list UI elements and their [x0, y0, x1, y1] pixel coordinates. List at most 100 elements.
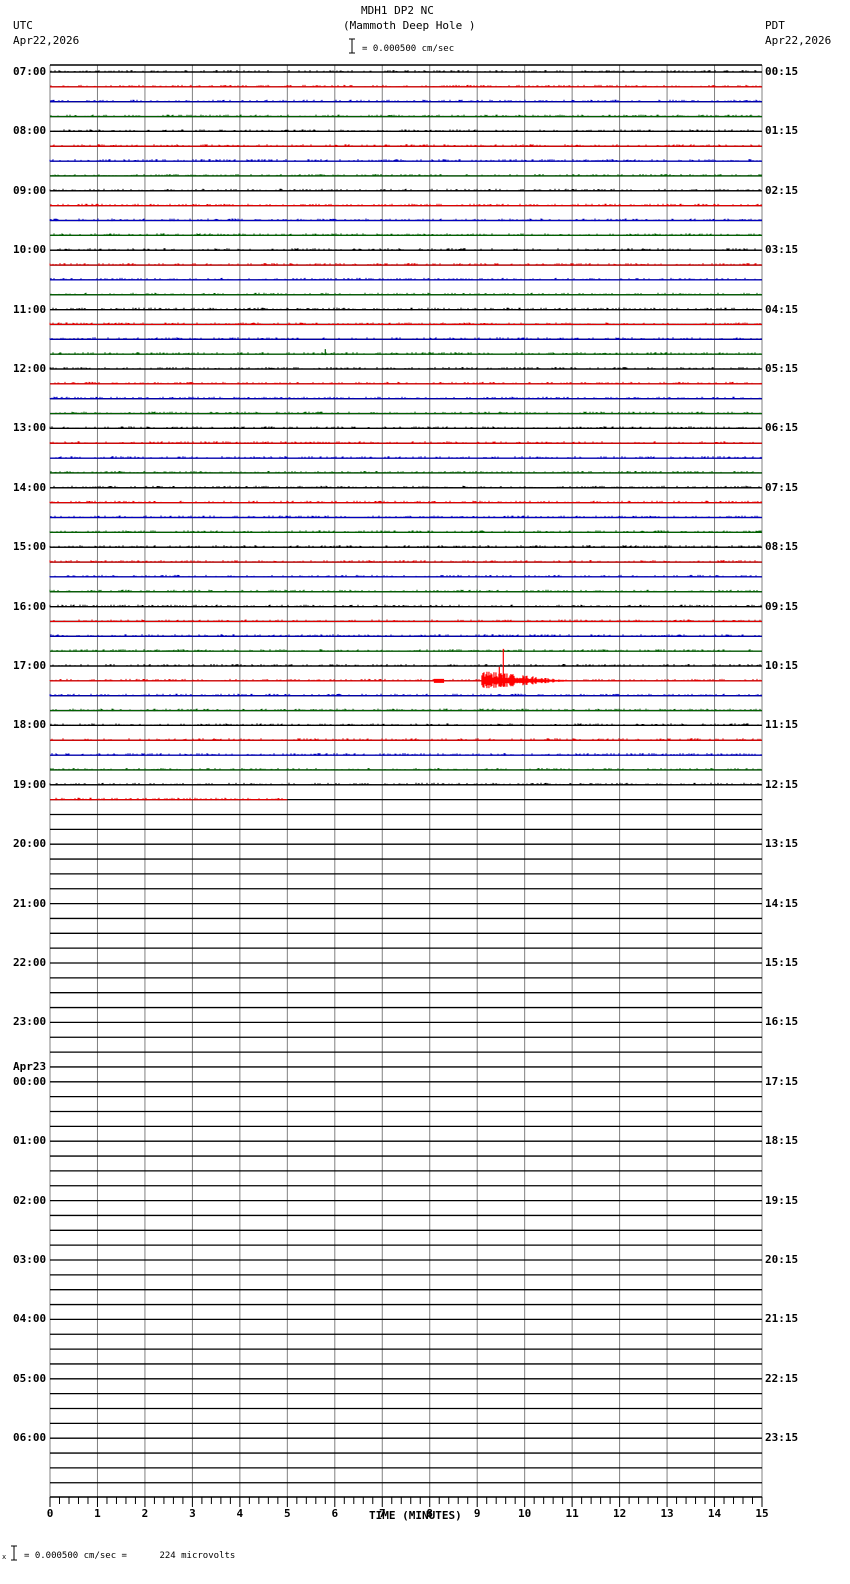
- trace-noise: [49, 218, 762, 222]
- utc-hour-label: 20:00: [13, 837, 47, 851]
- spike-event: [322, 349, 329, 356]
- trace-noise: [53, 456, 762, 459]
- trace-noise: [49, 263, 761, 266]
- trace-noise: [49, 188, 761, 192]
- trace-noise: [51, 649, 753, 652]
- pdt-hour-label: 02:15: [765, 183, 799, 197]
- pdt-hour-label: 11:15: [765, 718, 799, 732]
- pdt-hour-label: 14:15: [765, 896, 799, 910]
- pdt-hour-label: 09:15: [765, 599, 799, 613]
- trace-noise: [49, 159, 761, 162]
- footer-prefix: x: [2, 1553, 7, 1561]
- trace-noise: [49, 560, 758, 563]
- utc-hour-label: 18:00: [13, 718, 47, 732]
- seismic-traces: [49, 70, 762, 801]
- trace-noise: [50, 352, 761, 355]
- pdt-hour-label: 07:15: [765, 480, 799, 494]
- pdt-hour-label: 21:15: [765, 1312, 799, 1326]
- trace-noise: [50, 723, 759, 726]
- station-title: MDH1 DP2 NC: [361, 4, 434, 17]
- pdt-hour-label: 16:15: [765, 1015, 799, 1029]
- utc-hour-label: 22:00: [13, 956, 47, 969]
- pdt-hour-label: 20:15: [765, 1253, 799, 1266]
- x-tick-label: 11: [566, 1507, 580, 1520]
- scale-text: = 0.000500 cm/sec: [362, 44, 455, 54]
- trace-noise: [50, 768, 761, 771]
- trace-noise: [52, 144, 760, 147]
- earthquake-event: [433, 648, 573, 689]
- trace-noise: [50, 292, 761, 296]
- trace-noise: [49, 693, 762, 697]
- trace-noise: [49, 441, 754, 444]
- trace-noise: [50, 174, 762, 177]
- utc-hour-label: 13:00: [13, 421, 47, 435]
- utc-hour-label: 07:00: [13, 65, 47, 78]
- x-tick-label: 2: [142, 1507, 149, 1520]
- trace-noise: [49, 574, 757, 578]
- right-date: Apr22,2026: [765, 34, 832, 47]
- trace-noise: [49, 782, 761, 786]
- station-location: (Mammoth Deep Hole ): [343, 19, 476, 32]
- x-tick-label: 9: [474, 1507, 481, 1520]
- pdt-hour-label: 18:15: [765, 1134, 799, 1148]
- trace-noise: [49, 589, 758, 593]
- trace-noise: [50, 70, 757, 73]
- trace-noise: [52, 664, 761, 667]
- pdt-hour-label: 22:15: [765, 1371, 799, 1385]
- pdt-hour-label: 10:15: [765, 659, 799, 672]
- pdt-hour-label: 06:15: [765, 421, 799, 435]
- x-tick-label: 10: [518, 1507, 531, 1520]
- x-tick-label: 6: [331, 1507, 338, 1520]
- utc-hour-label: 21:00: [13, 896, 47, 910]
- utc-hour-label: 16:00: [13, 599, 47, 613]
- x-tick-label: 14: [708, 1507, 722, 1520]
- utc-hour-label: 19:00: [13, 777, 47, 791]
- pdt-hour-label: 17:15: [765, 1074, 799, 1088]
- utc-hour-label: 23:00: [13, 1015, 47, 1029]
- pdt-hour-label: 05:15: [765, 362, 799, 375]
- trace-noise: [49, 604, 762, 608]
- left-date: Apr22,2026: [13, 34, 80, 47]
- utc-hour-label: 06:00: [13, 1431, 47, 1445]
- trace-noise: [51, 738, 761, 741]
- trace-noise: [51, 233, 761, 236]
- x-tick-label: 15: [755, 1507, 768, 1520]
- trace-noise: [53, 129, 762, 132]
- trace-noise: [54, 411, 761, 415]
- trace-noise: [49, 367, 760, 370]
- trace-noise: [49, 337, 762, 340]
- pdt-hour-label: 00:15: [765, 65, 799, 78]
- x-axis-title: TIME (MINUTES): [369, 1509, 462, 1522]
- footer-scale-text: = 0.000500 cm/sec = 224 microvolts: [24, 1551, 236, 1561]
- pdt-hour-label: 19:15: [765, 1193, 799, 1207]
- scale-bar-icon: [11, 38, 355, 1561]
- trace-noise: [53, 248, 760, 251]
- trace-noise: [54, 381, 762, 385]
- pdt-hour-label: 23:15: [765, 1431, 799, 1445]
- left-timezone: UTC: [13, 19, 33, 32]
- trace-noise: [50, 84, 761, 88]
- x-tick-label: 8: [426, 1507, 433, 1520]
- x-tick-label: 5: [284, 1507, 291, 1520]
- utc-hour-label: 00:00: [13, 1074, 47, 1088]
- time-axis: 0 1 2 3 4 5 6 7 8 9 10 11 12 13 14 15: [47, 1496, 769, 1520]
- trace-noise: [52, 797, 287, 801]
- pdt-hour-label: 03:15: [765, 243, 799, 257]
- trace-noise: [50, 515, 760, 519]
- x-tick-label: 13: [660, 1507, 673, 1520]
- utc-date-label: Apr23: [13, 1059, 47, 1073]
- x-tick-label: 3: [189, 1507, 196, 1520]
- trace-noise: [50, 99, 761, 103]
- x-tick-label: 0: [47, 1507, 54, 1520]
- trace-noise: [52, 307, 760, 311]
- x-tick-label: 7: [379, 1507, 386, 1520]
- pdt-hour-label: 01:15: [765, 124, 799, 138]
- pdt-hour-label: 13:15: [765, 837, 799, 851]
- pdt-hour-label: 12:15: [765, 777, 799, 791]
- x-tick-label: 4: [237, 1507, 244, 1520]
- utc-hour-label: 09:00: [13, 183, 47, 197]
- trace-noise: [52, 708, 761, 712]
- utc-hour-label: 14:00: [13, 480, 47, 494]
- trace-noise: [49, 530, 762, 533]
